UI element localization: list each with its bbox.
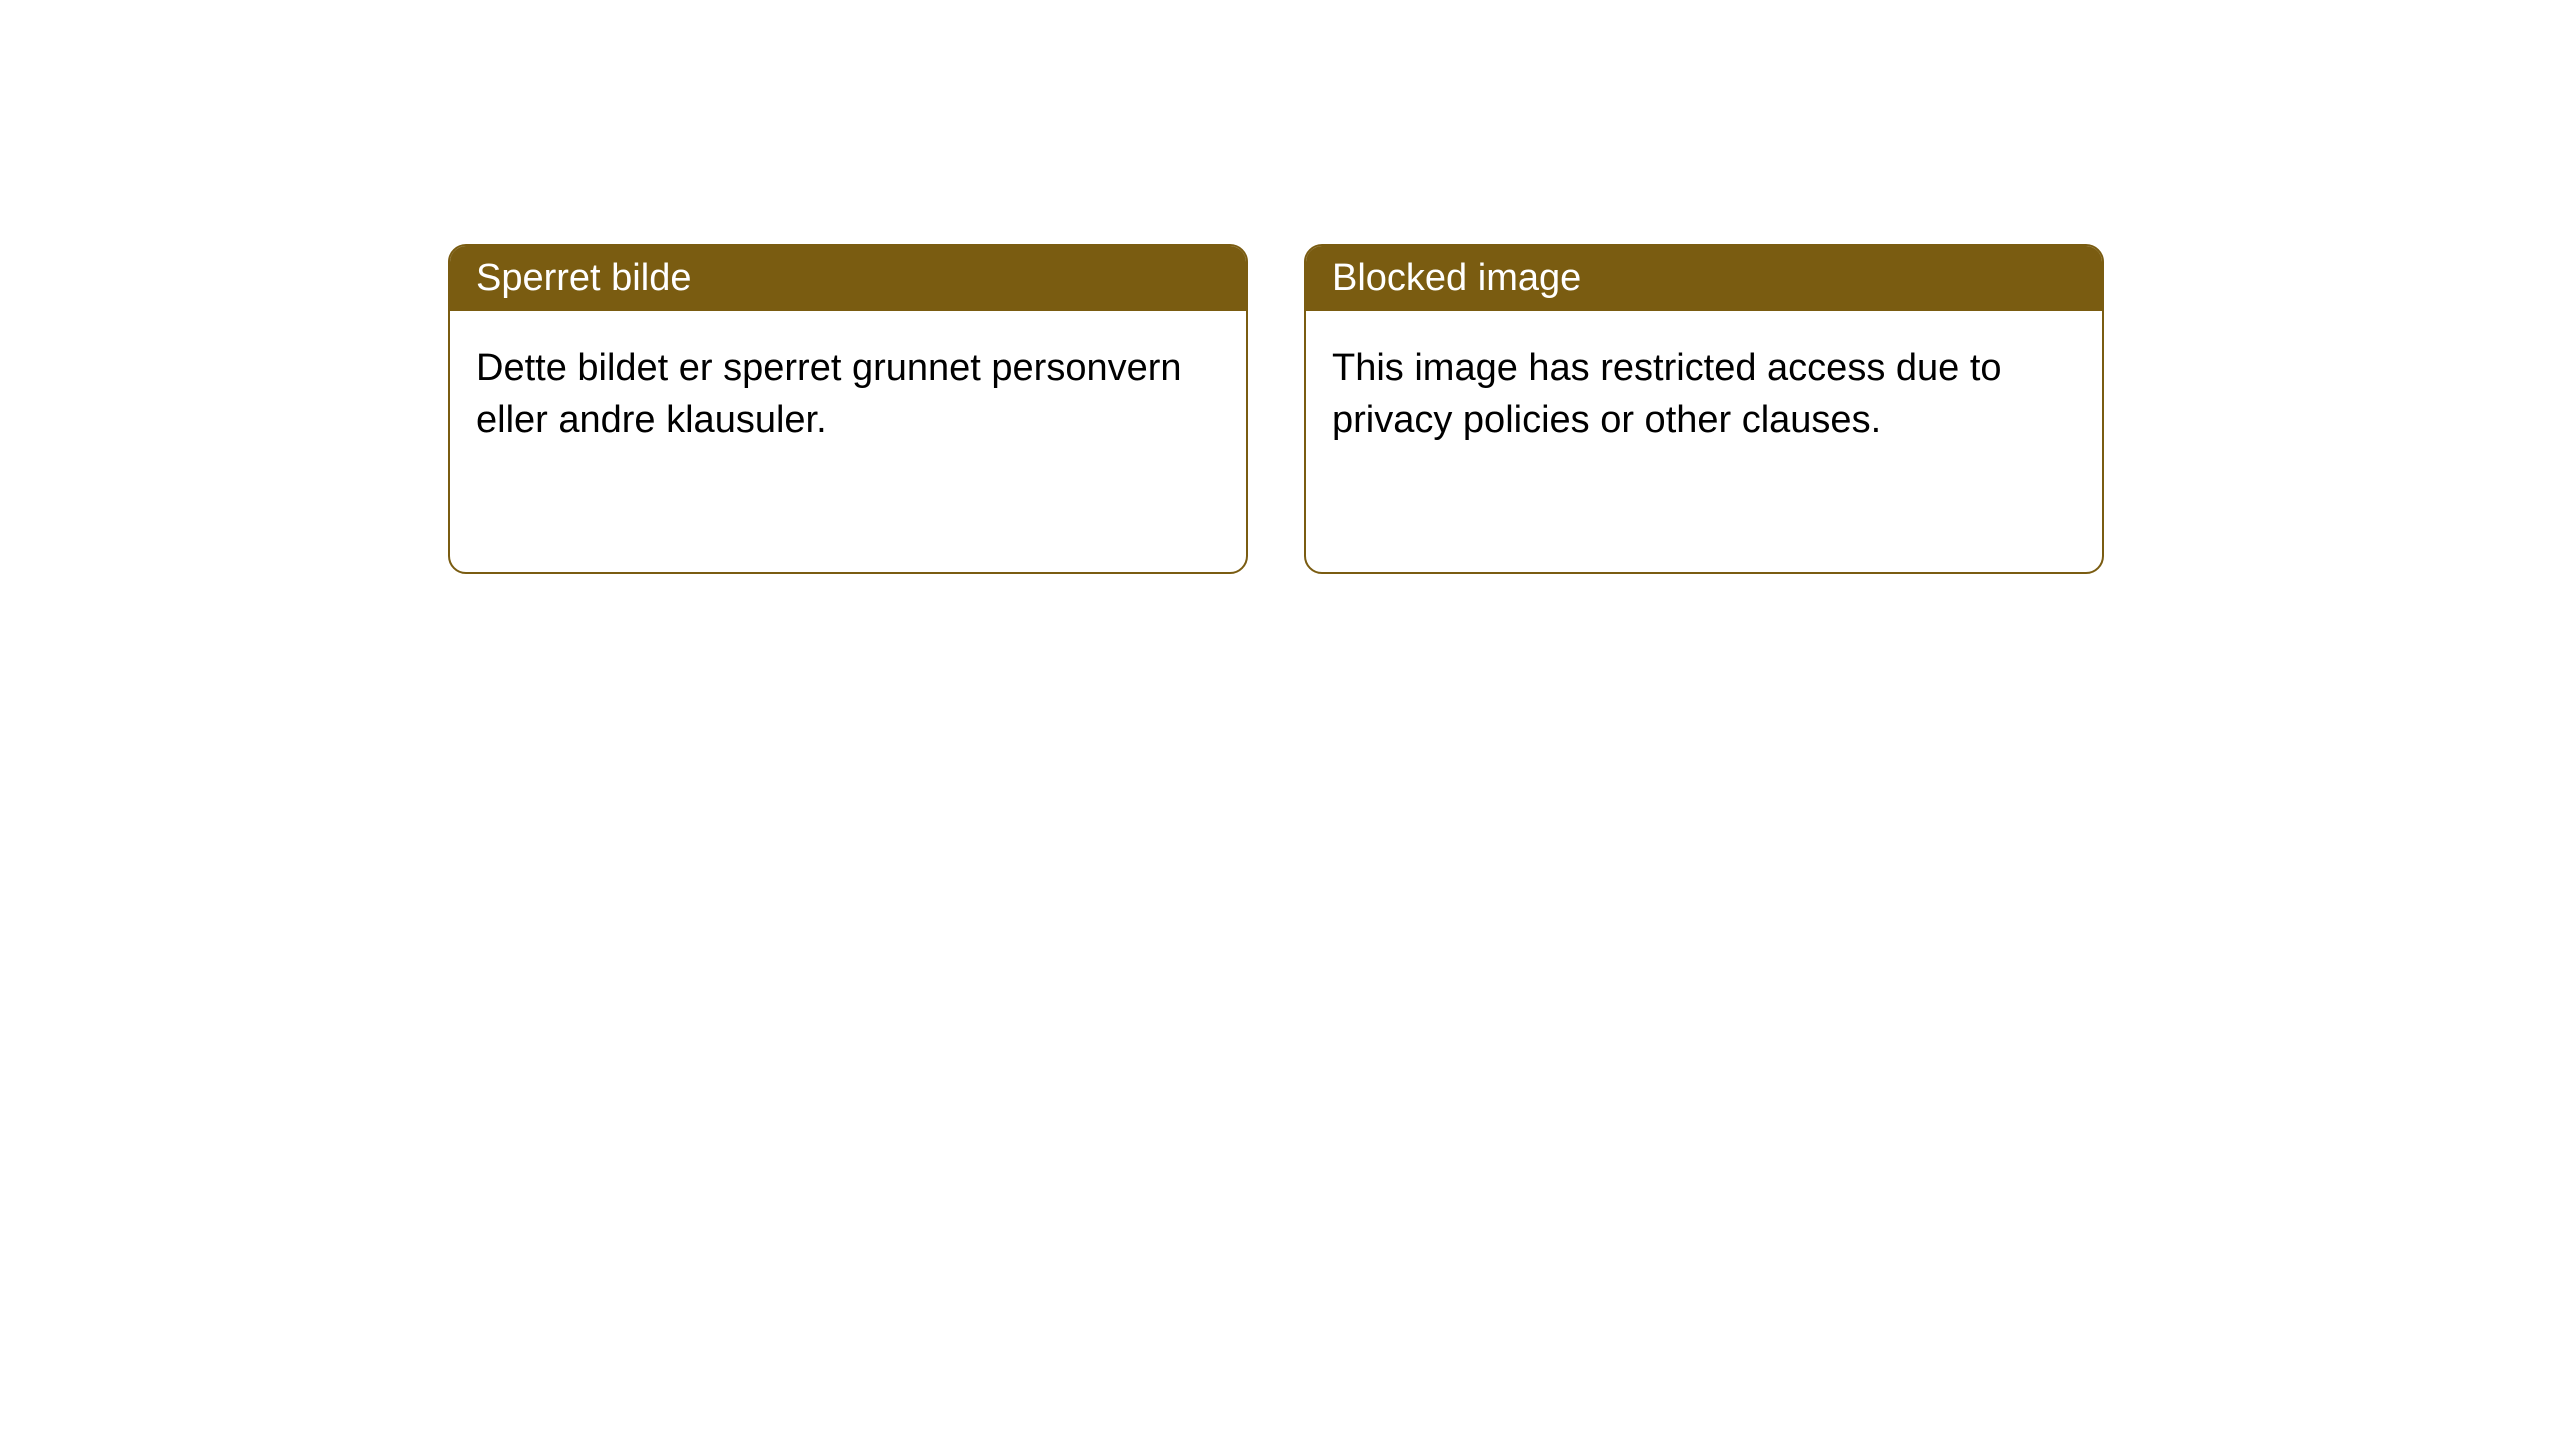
notice-card-norwegian: Sperret bilde Dette bildet er sperret gr…	[448, 244, 1248, 574]
notice-body: Dette bildet er sperret grunnet personve…	[450, 311, 1246, 478]
notice-container: Sperret bilde Dette bildet er sperret gr…	[448, 244, 2104, 574]
notice-text: This image has restricted access due to …	[1332, 347, 2002, 440]
notice-body: This image has restricted access due to …	[1306, 311, 2102, 478]
notice-header: Sperret bilde	[450, 246, 1246, 311]
notice-card-english: Blocked image This image has restricted …	[1304, 244, 2104, 574]
notice-title: Sperret bilde	[476, 257, 691, 299]
notice-header: Blocked image	[1306, 246, 2102, 311]
notice-title: Blocked image	[1332, 257, 1581, 299]
notice-text: Dette bildet er sperret grunnet personve…	[476, 347, 1182, 440]
